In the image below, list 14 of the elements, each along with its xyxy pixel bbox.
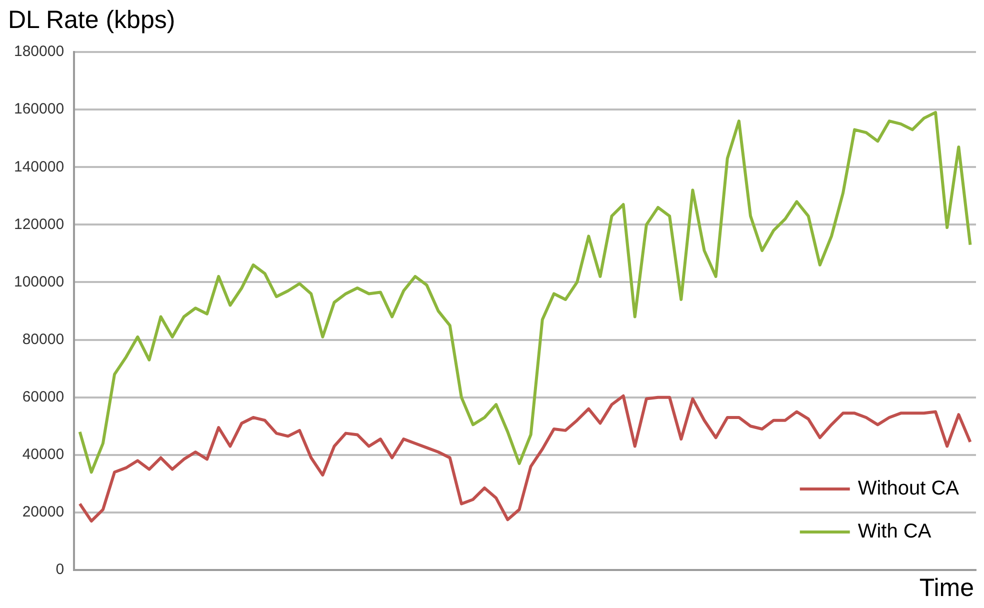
y-tick-label: 80000 xyxy=(22,330,64,348)
y-tick-label: 160000 xyxy=(14,100,64,118)
y-tick-label: 40000 xyxy=(22,446,64,464)
y-tick-label: 60000 xyxy=(22,388,64,406)
legend-label: Without CA xyxy=(858,478,960,500)
y-tick-label: 20000 xyxy=(22,504,64,521)
y-tick-label: 180000 xyxy=(14,43,64,60)
y-tick-label: 120000 xyxy=(14,216,64,233)
y-tick-label: 140000 xyxy=(14,158,64,176)
x-axis-title: Time xyxy=(919,574,974,603)
y-axis-title: DL Rate (kbps) xyxy=(8,6,176,35)
legend-label: With CA xyxy=(858,520,932,543)
y-tick-label: 100000 xyxy=(14,273,64,290)
y-tick-label: 0 xyxy=(56,561,64,578)
